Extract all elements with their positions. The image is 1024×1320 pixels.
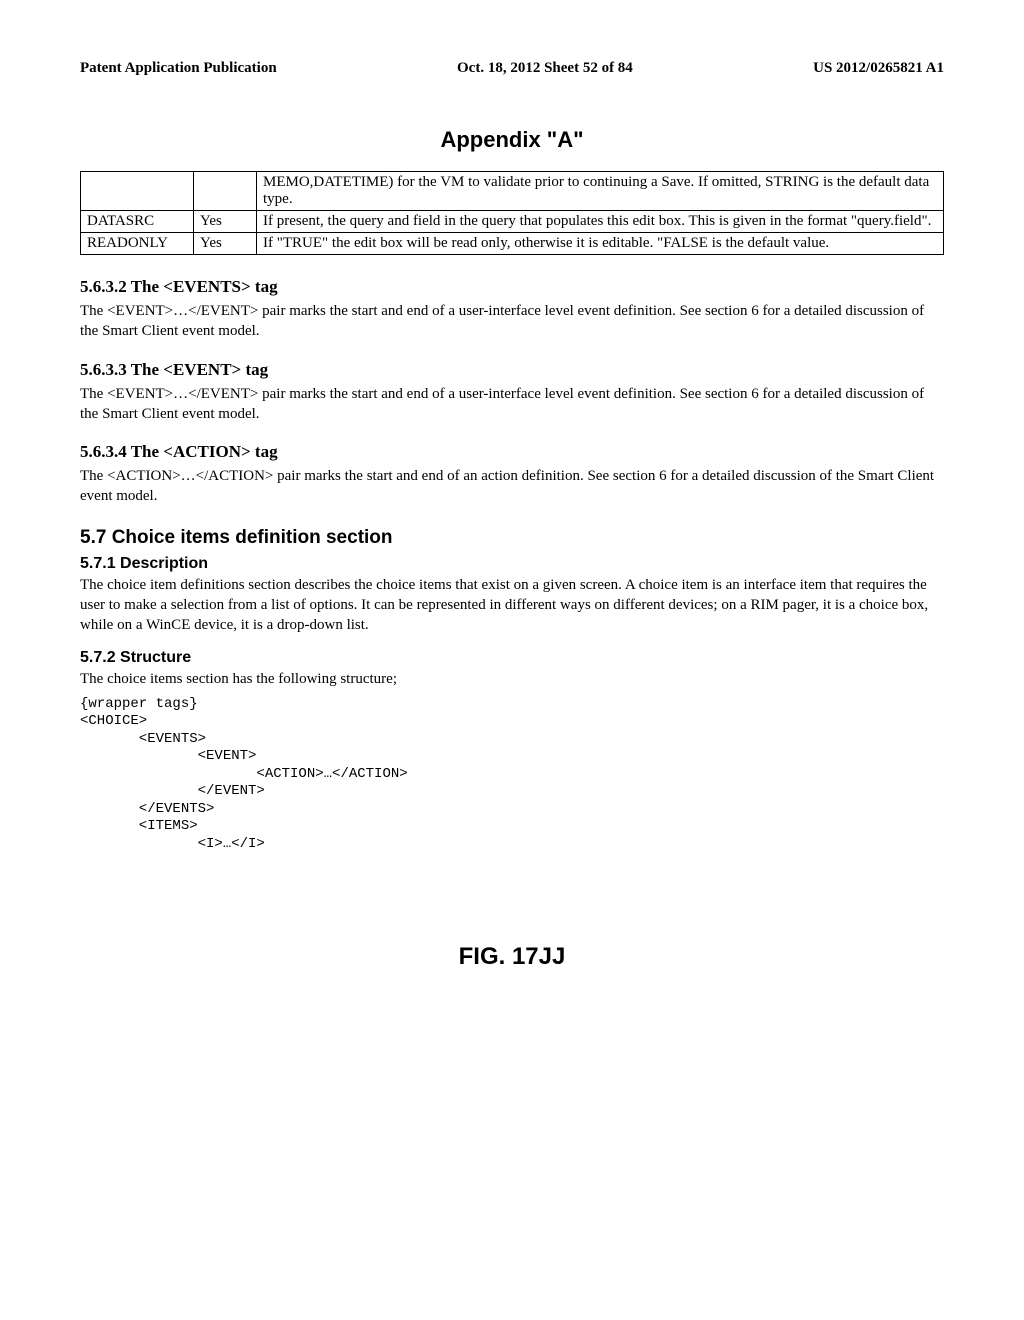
section-heading: 5.7 Choice items definition section bbox=[80, 527, 944, 549]
section-heading: 5.6.3.4 The <ACTION> tag bbox=[80, 442, 944, 462]
section-heading: 5.6.3.3 The <EVENT> tag bbox=[80, 360, 944, 380]
table-cell: MEMO,DATETIME) for the VM to validate pr… bbox=[257, 172, 944, 211]
table-cell: DATASRC bbox=[81, 211, 194, 233]
section-subheading: 5.7.2 Structure bbox=[80, 649, 944, 667]
attributes-table: MEMO,DATETIME) for the VM to validate pr… bbox=[80, 171, 944, 255]
section-body: The <EVENT>…</EVENT> pair marks the star… bbox=[80, 384, 944, 425]
section-body: The choice items section has the followi… bbox=[80, 669, 944, 689]
table-cell: Yes bbox=[194, 211, 257, 233]
section-body: The <ACTION>…</ACTION> pair marks the st… bbox=[80, 466, 944, 507]
code-block: {wrapper tags} <CHOICE> <EVENTS> <EVENT>… bbox=[80, 696, 944, 854]
page-header: Patent Application Publication Oct. 18, … bbox=[80, 60, 944, 77]
table-cell bbox=[194, 172, 257, 211]
figure-label: FIG. 17JJ bbox=[80, 943, 944, 971]
table-row: READONLY Yes If "TRUE" the edit box will… bbox=[81, 233, 944, 255]
table-cell: If present, the query and field in the q… bbox=[257, 211, 944, 233]
table-cell bbox=[81, 172, 194, 211]
section-heading: 5.6.3.2 The <EVENTS> tag bbox=[80, 277, 944, 297]
table-row: DATASRC Yes If present, the query and fi… bbox=[81, 211, 944, 233]
table-row: MEMO,DATETIME) for the VM to validate pr… bbox=[81, 172, 944, 211]
table-cell: READONLY bbox=[81, 233, 194, 255]
header-right: US 2012/0265821 A1 bbox=[813, 60, 944, 77]
section-subheading: 5.7.1 Description bbox=[80, 555, 944, 573]
appendix-title: Appendix "A" bbox=[80, 127, 944, 153]
section-body: The choice item definitions section desc… bbox=[80, 575, 944, 636]
table-cell: If "TRUE" the edit box will be read only… bbox=[257, 233, 944, 255]
section-body: The <EVENT>…</EVENT> pair marks the star… bbox=[80, 301, 944, 342]
header-center: Oct. 18, 2012 Sheet 52 of 84 bbox=[457, 60, 633, 77]
header-left: Patent Application Publication bbox=[80, 60, 277, 77]
table-cell: Yes bbox=[194, 233, 257, 255]
